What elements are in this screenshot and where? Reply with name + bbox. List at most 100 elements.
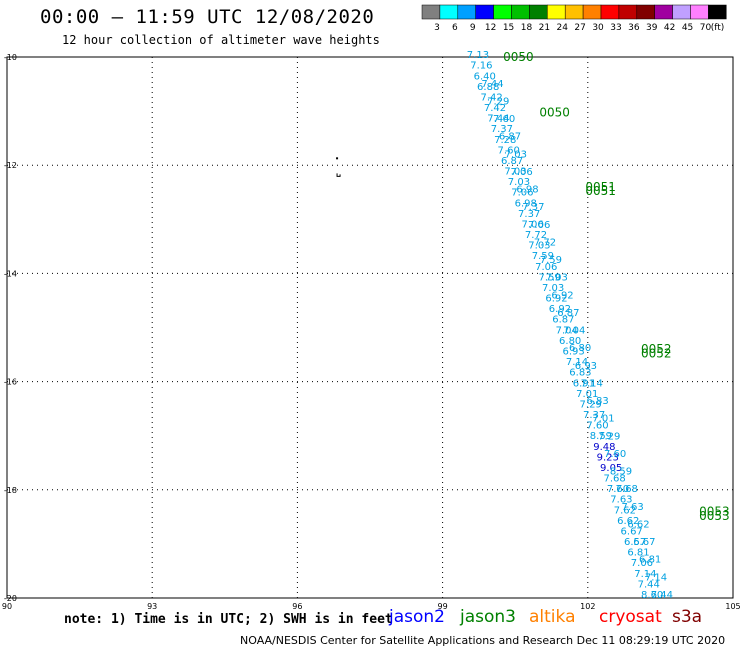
swh-value-label: 8.60 [641,590,663,601]
legend-label: 39 [646,23,658,33]
swh-value-label: 7.37 [583,410,605,421]
legend-label: 36 [628,23,640,33]
time-label: 0051 [585,184,616,198]
legend-swatch [672,4,691,20]
y-tick-label: -10 [4,53,17,62]
swh-value-label: 6.81 [639,555,661,566]
legend-swatch [708,4,727,20]
swh-value-label: 8.59 [610,467,632,478]
legend-swatch [600,4,620,20]
legend-swatch [547,4,566,20]
swh-value-label: 6.92 [549,304,571,315]
swh-value-label: 6.91 [573,378,595,389]
swh-value-label: 7.03 [508,177,530,188]
time-label: 0051 [585,180,616,194]
plot-frame [6,56,734,599]
wave-height-legend: 3 6 9 12 15 18 21 24 27 30 33 36 39 42 45 70 (ft) [421,4,727,33]
swh-value-label: 7.06 [528,220,550,231]
y-tick-label: -20 [4,594,17,603]
time-label: 0053 [699,504,730,518]
swh-value-label: 9.23 [597,452,619,463]
swh-value-label: 6.67 [633,537,655,548]
legend-swatch [618,4,638,20]
x-tick-label: 90 [2,602,12,611]
swh-value-label: 7.37 [518,209,540,220]
swh-value-label: 7.03 [546,273,568,284]
legend-swatch [475,4,494,20]
swh-value-label: 6.62 [617,516,639,527]
satellite-jason2: jason2 [389,607,445,627]
swh-value-label: 7.63 [610,495,632,506]
legend-label: 27 [574,23,585,33]
swh-value-label: 7.06 [511,188,533,199]
swh-value-label: 6.40 [474,71,496,82]
swh-value-label: 7.42 [484,103,506,114]
y-tick-label: -12 [4,161,17,170]
legend-swatch [511,4,530,20]
y-tick-label: -16 [4,378,17,387]
legend-label: 33 [610,23,621,33]
swh-value-label: 7.60 [586,421,608,432]
swh-value-label: 7.60 [498,145,520,156]
legend-label: 42 [664,23,675,33]
swh-value-label: 7.60 [604,449,626,460]
legend-label: 24 [557,23,569,33]
legend-swatch [690,4,709,20]
swh-value-label: 7.29 [598,431,620,442]
swh-value-label: 9.05 [600,463,622,474]
swh-value-label: 6.92 [551,290,573,301]
swh-value-label: 6.87 [557,308,579,319]
swh-value-label: 7.44 [651,590,673,601]
swh-value-label: 7.44 [638,579,660,590]
units-note: note: 1) Time is in UTC; 2) SWH is in fe… [64,612,393,627]
satellite-s3a: s3a [672,607,703,627]
swh-value-label: 7.60 [607,484,629,495]
swh-value-label: 7.59 [539,272,561,283]
swh-value-label: 6.93 [562,347,584,358]
island-outline [336,173,341,177]
swh-value-label: 7.62 [614,505,636,516]
legend-swatch [529,4,548,20]
swh-value-label: 6.83 [586,396,608,407]
swh-value-label: 6.83 [569,368,591,379]
x-tick-label: 99 [438,602,448,611]
swh-value-label: 7.13 [467,50,489,61]
satellite-altika: altika [529,607,576,627]
swh-value-label: 7.59 [540,255,562,266]
swh-value-label: 6.80 [569,343,591,354]
swh-value-label: 6.93 [575,361,597,372]
legend-label: 45 [682,23,693,33]
swh-value-label: 6.87 [501,156,523,167]
swh-value-label: 6.88 [477,82,499,93]
swh-value-label: 7.04 [556,325,578,336]
legend-label: 30 [592,23,604,33]
legend-label: 3 [434,23,440,33]
y-tick-label: -14 [4,269,17,278]
legend-label: 6 [452,23,458,33]
swh-value-label: 7.59 [532,251,554,262]
legend-label: 18 [521,23,533,33]
legend-swatch [564,4,584,20]
swh-value-label: 7.29 [487,96,509,107]
swh-value-label: 6.98 [515,198,537,209]
footer-credit: NOAA/NESDIS Center for Satellite Applica… [240,634,726,647]
x-tick-label: 102 [580,602,595,611]
swh-value-label: 7.01 [592,414,614,425]
swh-value-label: 7.37 [522,202,544,213]
time-label: 0053 [699,509,730,523]
swh-value-label: 7.44 [487,114,509,125]
swh-value-label: 7.44 [481,79,503,90]
chart-subtitle: 12 hour collection of altimeter wave hei… [62,33,380,47]
x-tick-label: 105 [725,602,740,611]
time-label: 0050 [539,106,570,120]
swh-value-label: 7.06 [511,167,533,178]
swh-value-label: 7.06 [535,262,557,273]
legend-swatch [457,4,476,20]
legend-label: 9 [470,23,476,33]
swh-value-label: 7.04 [563,326,585,337]
time-label: 0052 [641,342,672,356]
swh-value-label: 7.60 [493,114,515,125]
swh-value-label: 7.03 [542,283,564,294]
swh-value-label: 9.48 [593,442,615,453]
legend-swatch [439,4,459,20]
